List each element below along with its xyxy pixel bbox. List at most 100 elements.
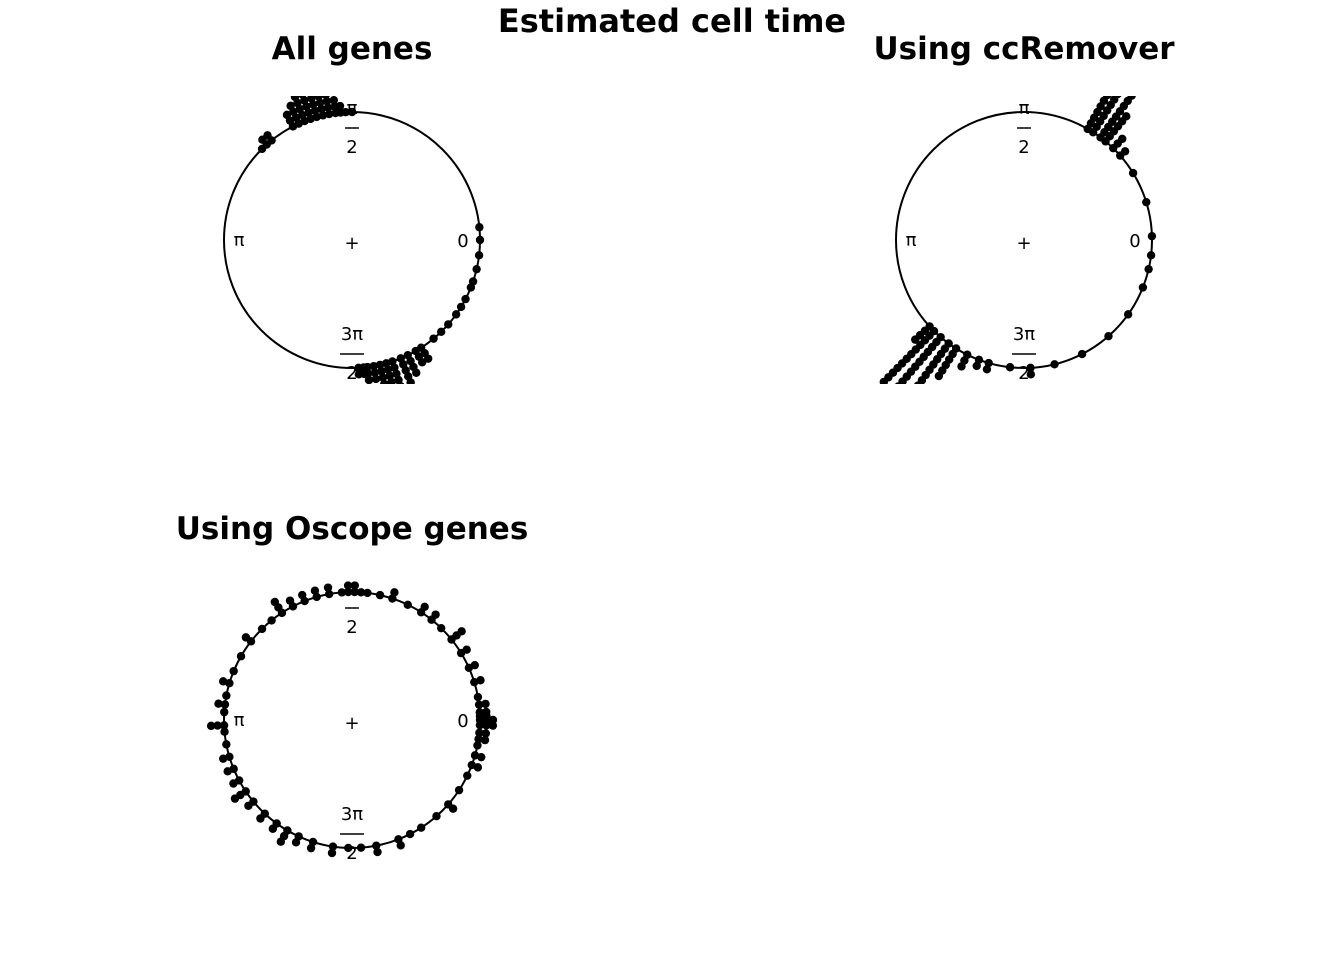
tick-label-half-pi-denominator: 2 bbox=[1018, 137, 1029, 158]
data-point bbox=[1142, 197, 1151, 207]
data-point bbox=[957, 362, 966, 371]
data-point bbox=[214, 699, 223, 708]
data-point bbox=[354, 370, 364, 379]
data-point bbox=[1124, 73, 1132, 81]
data-point bbox=[476, 676, 485, 685]
panel-all-genes: All genes 0 π π 2 3π 2 + bbox=[223, 31, 485, 384]
tick-label-three-half-pi-numerator: 3π bbox=[341, 804, 363, 825]
data-point bbox=[321, 96, 330, 100]
data-point bbox=[972, 361, 981, 371]
data-point bbox=[298, 96, 307, 99]
panel-oscope-genes: Using Oscope genes 0 π π 2 3π 2 + bbox=[176, 511, 529, 864]
data-point bbox=[220, 727, 229, 736]
data-point bbox=[268, 824, 278, 833]
data-point bbox=[229, 666, 238, 676]
data-point bbox=[396, 841, 405, 850]
center-marker: + bbox=[344, 713, 359, 734]
data-point bbox=[1104, 331, 1113, 341]
data-point bbox=[314, 96, 323, 101]
data-point bbox=[488, 721, 498, 730]
panel-title: Using Oscope genes bbox=[176, 511, 529, 547]
data-point bbox=[304, 82, 312, 90]
data-point bbox=[451, 310, 461, 319]
data-point bbox=[390, 588, 399, 597]
data-point bbox=[378, 373, 388, 382]
data-point bbox=[375, 360, 385, 370]
data-point bbox=[474, 734, 483, 744]
data-point bbox=[472, 264, 481, 274]
data-point bbox=[1106, 85, 1114, 93]
tick-label-three-half-pi-numerator: 3π bbox=[1013, 324, 1035, 345]
data-point bbox=[220, 700, 230, 709]
tick-label-pi: π bbox=[234, 710, 245, 731]
data-point bbox=[1026, 363, 1035, 373]
tick-label-zero: 0 bbox=[457, 711, 468, 732]
data-point bbox=[356, 843, 366, 852]
data-point bbox=[324, 589, 334, 599]
data-point bbox=[475, 235, 485, 245]
data-point bbox=[307, 96, 316, 103]
data-marks bbox=[257, 82, 485, 384]
data-point bbox=[431, 610, 440, 619]
data-point bbox=[1114, 96, 1122, 99]
data-point bbox=[890, 387, 898, 395]
center-marker: + bbox=[1016, 233, 1031, 254]
data-point bbox=[375, 590, 385, 600]
angle-labels: 0 π π 2 3π 2 + bbox=[234, 578, 469, 864]
panel-ccremover: Using ccRemover 0 π π 2 3π 2 + bbox=[873, 31, 1175, 395]
data-point bbox=[1026, 370, 1036, 379]
data-point bbox=[290, 96, 300, 102]
data-point bbox=[222, 740, 231, 749]
data-point bbox=[480, 735, 490, 745]
data-point bbox=[1128, 68, 1136, 76]
data-point bbox=[310, 586, 320, 595]
data-point bbox=[343, 581, 353, 590]
data-point bbox=[1109, 80, 1117, 88]
data-point bbox=[1128, 168, 1138, 178]
data-point bbox=[229, 779, 238, 788]
data-point bbox=[371, 374, 381, 384]
data-point bbox=[330, 102, 339, 111]
data-point bbox=[350, 587, 359, 597]
data-point bbox=[474, 251, 484, 260]
data-point bbox=[481, 699, 490, 709]
data-point bbox=[477, 752, 486, 762]
data-point bbox=[475, 728, 484, 737]
data-point bbox=[320, 84, 328, 92]
tick-label-pi: π bbox=[234, 230, 245, 251]
angle-labels: 0 π π 2 3π 2 + bbox=[906, 98, 1141, 384]
data-point bbox=[364, 375, 374, 384]
data-point bbox=[462, 645, 471, 654]
data-point bbox=[432, 811, 441, 821]
data-point bbox=[475, 720, 485, 730]
data-point bbox=[403, 600, 412, 609]
tick-label-zero: 0 bbox=[1129, 231, 1140, 252]
data-point bbox=[306, 843, 316, 853]
data-point bbox=[370, 368, 380, 377]
data-point bbox=[387, 377, 396, 384]
data-point bbox=[372, 841, 381, 850]
data-point bbox=[473, 741, 482, 750]
data-point bbox=[1144, 264, 1153, 274]
data-point bbox=[1121, 79, 1129, 87]
data-point bbox=[369, 361, 378, 371]
data-point bbox=[412, 368, 421, 377]
data-point bbox=[344, 587, 353, 597]
tick-label-three-half-pi-denominator: 2 bbox=[346, 363, 357, 384]
data-point bbox=[356, 588, 366, 597]
data-marks bbox=[206, 581, 498, 858]
data-point bbox=[220, 707, 229, 717]
data-point bbox=[461, 294, 470, 304]
figure-title: Estimated cell time bbox=[498, 2, 846, 40]
data-point bbox=[1135, 81, 1143, 89]
data-point bbox=[1122, 112, 1131, 121]
angle-labels: 0 π π 2 3π 2 + bbox=[234, 98, 469, 384]
data-point bbox=[323, 583, 333, 592]
data-point bbox=[350, 581, 359, 590]
data-point bbox=[286, 101, 295, 111]
data-point bbox=[474, 700, 484, 709]
data-point bbox=[223, 767, 232, 776]
data-point bbox=[337, 588, 347, 597]
tick-label-zero: 0 bbox=[457, 231, 468, 252]
